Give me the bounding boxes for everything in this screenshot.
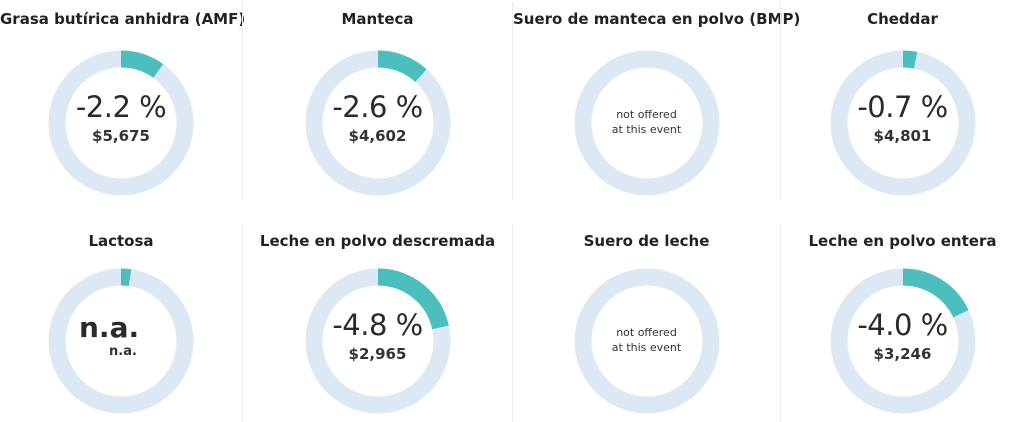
- donut-panel: Lactosa n.a. n.a.: [0, 224, 242, 422]
- donut-ring: [48, 50, 194, 196]
- donut-ring: [305, 268, 451, 414]
- not-offered-note: at this event: [611, 123, 682, 136]
- donut-arc: [377, 50, 427, 83]
- price-value: $2,965: [348, 345, 407, 363]
- panel-title: Grasa butírica anhidra (AMF): [0, 10, 246, 28]
- donut-arc: [120, 268, 132, 287]
- price-value: n.a.: [109, 344, 137, 359]
- donut-ring: [574, 268, 720, 414]
- not-offered-note: not offered: [616, 108, 677, 121]
- donut-ring: [48, 268, 194, 414]
- donut-track: [574, 268, 720, 414]
- donut-panel: Leche en polvo entera -4.0 % $3,246: [780, 224, 1024, 422]
- change-value: -0.7 %: [857, 90, 948, 124]
- donut-panel: Manteca -2.6 % $4,602: [242, 2, 512, 200]
- not-offered-note: at this event: [611, 341, 682, 354]
- price-value: $3,246: [873, 345, 932, 363]
- donut-panel: Grasa butírica anhidra (AMF) -2.2 % $5,675: [0, 2, 246, 200]
- change-value: -4.0 %: [857, 308, 948, 342]
- donut-arc: [902, 50, 918, 69]
- donut-ring: [830, 50, 976, 196]
- change-value: -2.2 %: [75, 90, 167, 124]
- donut-arc: [902, 268, 969, 318]
- donut-arc: [377, 268, 449, 330]
- change-value: -2.6 %: [332, 90, 423, 124]
- change-value: -4.8 %: [332, 308, 423, 342]
- panel-title: Cheddar: [867, 10, 938, 28]
- donut-track: [574, 50, 720, 196]
- panel-title: Lactosa: [88, 232, 154, 250]
- donut-panel: Cheddar -0.7 % $4,801: [780, 2, 1024, 200]
- not-offered-note: not offered: [616, 326, 677, 339]
- price-value: $5,675: [92, 127, 150, 145]
- change-value: n.a.: [79, 311, 140, 344]
- panel-title: Suero de manteca en polvo (BMP): [513, 10, 801, 28]
- price-value: $4,602: [348, 127, 407, 145]
- price-value: $4,801: [873, 127, 932, 145]
- panel-title: Leche en polvo descremada: [259, 232, 496, 250]
- donut-panel: Suero de manteca en polvo (BMP) not offer…: [512, 2, 801, 200]
- panel-title: Suero de leche: [583, 232, 710, 250]
- panel-title: Manteca: [341, 10, 414, 28]
- donut-arc: [120, 50, 164, 79]
- donut-ring: [574, 50, 720, 196]
- donut-ring: [830, 268, 976, 414]
- donut-ring: [305, 50, 451, 196]
- panel-title: Leche en polvo entera: [808, 232, 997, 250]
- donut-panel: Leche en polvo descremada -4.8 % $2,965: [242, 224, 512, 422]
- donut-panel: Suero de leche not offered at this event: [512, 224, 780, 422]
